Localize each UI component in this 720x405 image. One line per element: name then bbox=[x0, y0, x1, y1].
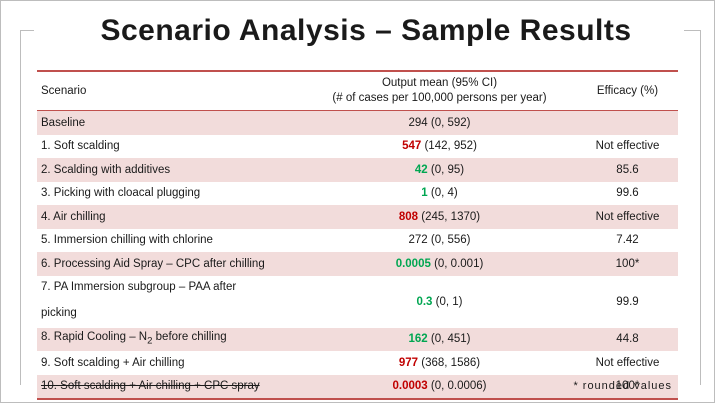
output-mean-ci: 0.0005 (0, 0.001) bbox=[302, 252, 577, 276]
scenario-label-text: 1. Soft scalding bbox=[41, 140, 120, 153]
scenario-label-text: 4. Air chilling bbox=[41, 210, 106, 223]
frame-right-line bbox=[700, 30, 701, 385]
scenario-label: 2. Scalding with additives bbox=[37, 158, 302, 182]
efficacy-value: 100* bbox=[577, 252, 678, 276]
output-ci: (0, 4) bbox=[427, 187, 458, 200]
output-mean: 547 bbox=[402, 140, 422, 153]
footnote: * rounded values bbox=[573, 380, 672, 392]
scenario-label-text: Baseline bbox=[41, 116, 86, 129]
table-row: 5. Immersion chilling with chlorine 272 (… bbox=[37, 228, 678, 252]
scenario-label: 6. Processing Aid Spray – CPC after chil… bbox=[37, 252, 302, 276]
page-title: Scenario Analysis – Sample Results bbox=[100, 14, 632, 47]
table-row: 7. PA Immersion subgroup – PAA after pick… bbox=[37, 275, 678, 328]
scenario-label: 5. Immersion chilling with chlorine bbox=[37, 228, 302, 252]
table-row: 2. Scalding with additives 42 (0, 95) 85.6 bbox=[37, 158, 678, 182]
scenario-label-text: 2. Scalding with additives bbox=[41, 163, 171, 176]
efficacy-value: 100* bbox=[577, 374, 678, 400]
output-mean: 42 bbox=[414, 163, 428, 176]
header-efficacy: Efficacy (%) bbox=[577, 70, 678, 111]
output-mean: 294 bbox=[408, 116, 428, 129]
header-output-line1: Output mean (95% CI) bbox=[381, 77, 498, 89]
efficacy-value: 99.9 bbox=[577, 275, 678, 328]
output-ci: (0, 556) bbox=[427, 234, 471, 247]
output-mean-ci: 808 (245, 1370) bbox=[302, 205, 577, 229]
output-mean: 272 bbox=[408, 234, 428, 247]
output-mean-ci: 1 (0, 4) bbox=[302, 181, 577, 205]
output-ci: (0, 95) bbox=[427, 163, 465, 176]
title-background bbox=[34, 6, 684, 56]
results-table: Scenario Output mean (95% CI) (# of case… bbox=[37, 70, 678, 400]
table-row: 9. Soft scalding + Air chilling 977 (368,… bbox=[37, 351, 678, 375]
output-ci: (142, 952) bbox=[421, 140, 477, 153]
output-mean: 0.0005 bbox=[395, 257, 431, 270]
table-row: 1. Soft scalding 547 (142, 952) Not effect… bbox=[37, 134, 678, 158]
output-mean-ci: 42 (0, 95) bbox=[302, 158, 577, 182]
scenario-label-line2: picking bbox=[41, 306, 77, 319]
header-output-line2: (# of cases per 100,000 persons per year… bbox=[332, 92, 547, 104]
frame-left-line bbox=[20, 30, 21, 385]
scenario-label-text: 8. Rapid Cooling – N bbox=[41, 331, 148, 344]
efficacy-value: Not effective bbox=[577, 134, 678, 158]
table-row: 6. Processing Aid Spray – CPC after chil… bbox=[37, 252, 678, 276]
output-mean: 0.3 bbox=[416, 295, 433, 308]
table-row: 3. Picking with cloacal plugging 1 (0, 4)… bbox=[37, 181, 678, 205]
scenario-label-text: 9. Soft scalding + Air chilling bbox=[41, 356, 185, 369]
scenario-label: 3. Picking with cloacal plugging bbox=[37, 181, 302, 205]
output-mean-ci: 0.3 (0, 1) bbox=[302, 275, 577, 328]
scenario-label: 1. Soft scalding bbox=[37, 134, 302, 158]
scenario-label: Baseline bbox=[37, 110, 302, 135]
scenario-label: 8. Rapid Cooling – N2 before chilling bbox=[37, 327, 302, 351]
output-mean-ci: 547 (142, 952) bbox=[302, 134, 577, 158]
output-mean-ci: 294 (0, 592) bbox=[302, 110, 577, 135]
output-mean-ci: 162 (0, 451) bbox=[302, 327, 577, 351]
output-mean: 1 bbox=[421, 187, 428, 200]
scenario-label-tail: before chilling bbox=[152, 331, 227, 344]
scenario-label-text: 3. Picking with cloacal plugging bbox=[41, 187, 201, 200]
output-ci: (245, 1370) bbox=[418, 210, 481, 223]
scenario-label-subscript: 2 bbox=[147, 335, 153, 347]
table-row: 10. Soft scalding + Air chilling + CPC s… bbox=[37, 374, 678, 400]
output-ci: (0, 1) bbox=[432, 295, 463, 308]
output-mean-ci: 0.0003 (0, 0.0006) bbox=[302, 374, 577, 400]
scenario-label-text: 5. Immersion chilling with chlorine bbox=[41, 234, 213, 247]
output-ci: (0, 0.001) bbox=[430, 257, 484, 270]
scenario-label: 9. Soft scalding + Air chilling bbox=[37, 351, 302, 375]
table-row: Baseline 294 (0, 592) bbox=[37, 110, 678, 135]
output-ci: (0, 451) bbox=[427, 333, 471, 346]
output-ci: (368, 1586) bbox=[418, 356, 481, 369]
efficacy-value: 44.8 bbox=[577, 327, 678, 351]
header-scenario: Scenario bbox=[37, 70, 302, 111]
table-row: 8. Rapid Cooling – N2 before chilling 162… bbox=[37, 327, 678, 351]
output-mean-ci: 272 (0, 556) bbox=[302, 228, 577, 252]
output-ci: (0, 0.0006) bbox=[427, 380, 487, 393]
scenario-label: 7. PA Immersion subgroup – PAA after pick… bbox=[37, 275, 302, 328]
output-mean-ci: 977 (368, 1586) bbox=[302, 351, 577, 375]
output-ci: (0, 592) bbox=[427, 116, 471, 129]
output-mean: 977 bbox=[398, 356, 419, 369]
efficacy-value: Not effective bbox=[577, 205, 678, 229]
efficacy-value: 7.42 bbox=[577, 228, 678, 252]
scenario-label: 10. Soft scalding + Air chilling + CPC s… bbox=[37, 374, 302, 400]
scenario-label-text: 6. Processing Aid Spray – CPC after chil… bbox=[41, 257, 265, 270]
efficacy-value: Not effective bbox=[577, 351, 678, 375]
table-header-row: Scenario Output mean (95% CI) (# of case… bbox=[37, 70, 678, 111]
header-output: Output mean (95% CI) (# of cases per 100… bbox=[302, 70, 577, 111]
output-mean: 0.0003 bbox=[392, 380, 428, 393]
table-row: 4. Air chilling 808 (245, 1370) Not effect… bbox=[37, 205, 678, 229]
output-mean: 808 bbox=[398, 210, 419, 223]
scenario-label: 4. Air chilling bbox=[37, 205, 302, 229]
efficacy-value: 99.6 bbox=[577, 181, 678, 205]
efficacy-value: 85.6 bbox=[577, 158, 678, 182]
efficacy-value bbox=[577, 110, 678, 135]
output-mean: 162 bbox=[408, 333, 428, 346]
scenario-label-text: 7. PA Immersion subgroup – PAA after bbox=[41, 280, 237, 293]
scenario-label-text: 10. Soft scalding + Air chilling + CPC s… bbox=[41, 380, 260, 393]
